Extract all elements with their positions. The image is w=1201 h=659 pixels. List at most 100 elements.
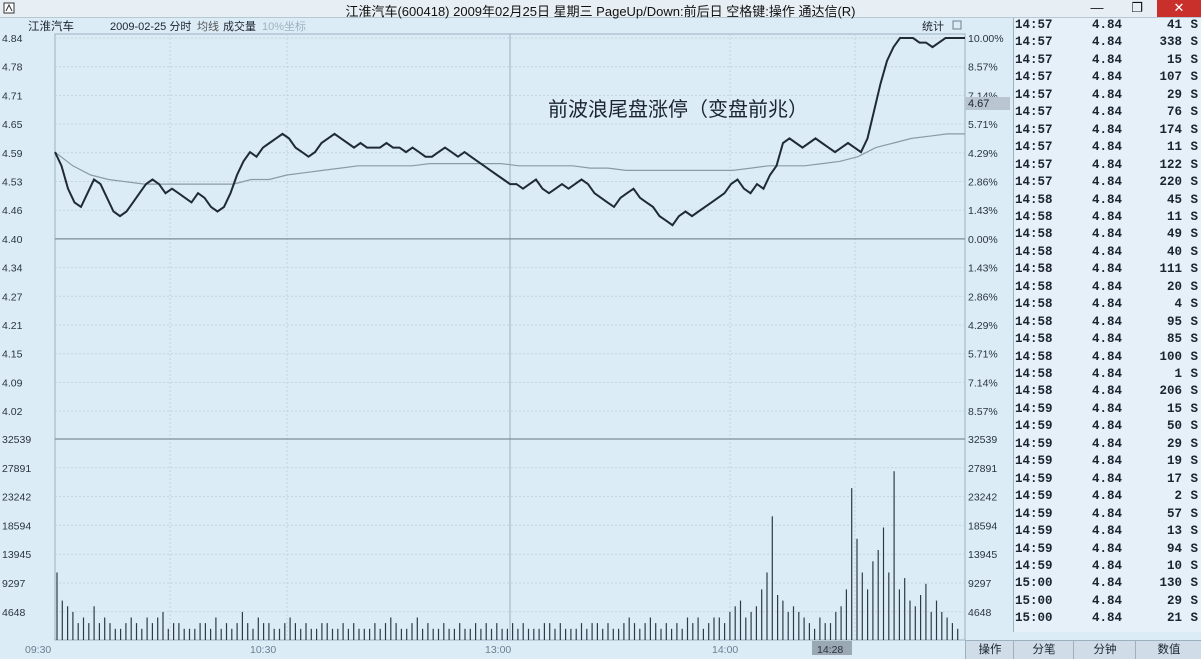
- tick-side: S: [1190, 314, 1198, 329]
- tick-price: 4.84: [1092, 297, 1123, 312]
- tick-volume: 107: [1159, 70, 1182, 85]
- tick-volume: 95: [1166, 314, 1182, 329]
- tick-side: S: [1190, 52, 1198, 67]
- tick-side: S: [1190, 175, 1198, 190]
- price-tick-label: 4.78: [2, 62, 23, 74]
- tick-price: 4.84: [1092, 524, 1123, 539]
- tick-row: 14:59 4.84 15 S: [1014, 402, 1201, 419]
- tick-price: 4.84: [1092, 332, 1123, 347]
- tick-volume: 4: [1174, 297, 1182, 312]
- price-tick-label: 4.02: [2, 406, 23, 418]
- time-tick-label: 13:00: [485, 644, 511, 656]
- tick-row: 14:58 4.84 1 S: [1014, 367, 1201, 384]
- tick-time: 14:58: [1015, 192, 1053, 207]
- coord-mode-label[interactable]: 10%坐标: [262, 19, 306, 33]
- tick-side: S: [1190, 87, 1198, 102]
- tab-1[interactable]: 分笔: [1013, 641, 1074, 659]
- tick-time: 14:59: [1015, 419, 1053, 434]
- stats-toggle-icon[interactable]: [952, 20, 962, 30]
- price-tick-label: 4.40: [2, 234, 23, 246]
- tick-price: 4.84: [1092, 122, 1123, 137]
- tick-volume: 111: [1159, 262, 1182, 277]
- tick-row: 14:58 4.84 100 S: [1014, 350, 1201, 367]
- tick-price: 4.84: [1092, 558, 1123, 573]
- tick-time: 15:00: [1015, 611, 1053, 626]
- tick-side: S: [1190, 593, 1198, 608]
- tick-volume: 29: [1166, 436, 1182, 451]
- tick-price: 4.84: [1092, 192, 1123, 207]
- volume-tick-label: 9297: [2, 578, 26, 590]
- chart-grid: [55, 34, 965, 640]
- tick-time: 14:57: [1015, 157, 1053, 172]
- tick-price: 4.84: [1092, 506, 1123, 521]
- tab-2[interactable]: 分钟: [1073, 641, 1136, 659]
- app-icon: [3, 2, 15, 14]
- tick-price: 4.84: [1092, 52, 1123, 67]
- tick-price: 4.84: [1092, 175, 1123, 190]
- percent-tick-label: 0.00%: [968, 234, 998, 246]
- tick-price: 4.84: [1092, 454, 1123, 469]
- tick-row: 14:57 4.84 338 S: [1014, 35, 1201, 52]
- tick-row: 14:57 4.84 76 S: [1014, 105, 1201, 122]
- tick-side: S: [1190, 436, 1198, 451]
- volume-tick-label: 4648: [2, 607, 26, 619]
- average-price-line: [54, 133, 965, 185]
- tick-volume: 29: [1166, 593, 1182, 608]
- tick-side: S: [1190, 279, 1198, 294]
- stats-button[interactable]: 统计: [922, 20, 944, 33]
- tick-volume: 11: [1166, 209, 1182, 224]
- percent-tick-label: 4.29%: [968, 148, 998, 160]
- tick-time: 15:00: [1015, 576, 1053, 591]
- volume-axis: 32539 32539 27891 27891 23242 23242 18594 18594…: [2, 434, 997, 619]
- tick-volume: 206: [1159, 384, 1182, 399]
- intraday-chart[interactable]: 江淮汽车 2009-02-25 分时 均线 成交量 10%坐标 统计 4.844…: [0, 18, 1013, 658]
- tick-side: S: [1190, 18, 1198, 32]
- tick-time: 14:57: [1015, 105, 1053, 120]
- tick-volume: 21: [1166, 611, 1182, 626]
- minimize-icon[interactable]: —: [1090, 0, 1104, 15]
- price-tick-label: 4.27: [2, 291, 23, 303]
- tick-volume: 57: [1166, 506, 1182, 521]
- close-icon[interactable]: ✕: [1157, 0, 1201, 17]
- tick-side: S: [1190, 105, 1198, 120]
- tab-3[interactable]: 数值: [1135, 641, 1201, 659]
- volume-tick-label: 18594: [2, 520, 31, 532]
- tick-price: 4.84: [1092, 436, 1123, 451]
- tick-time: 14:59: [1015, 506, 1053, 521]
- volume-tick-label-right: 13945: [968, 549, 997, 561]
- tick-row: 14:57 4.84 174 S: [1014, 123, 1201, 140]
- tick-row: 14:58 4.84 111 S: [1014, 262, 1201, 279]
- tick-time: 14:58: [1015, 262, 1053, 277]
- volume-label: 成交量: [223, 19, 256, 33]
- tick-row: 14:59 4.84 17 S: [1014, 472, 1201, 489]
- tick-row: 14:58 4.84 206 S: [1014, 384, 1201, 401]
- price-tick-label: 4.09: [2, 377, 23, 389]
- percent-tick-label: 8.57%: [968, 62, 998, 74]
- tick-time: 14:57: [1015, 35, 1053, 50]
- tick-side: S: [1190, 558, 1198, 573]
- tick-side: S: [1190, 611, 1198, 626]
- tick-side: S: [1190, 419, 1198, 434]
- tick-row: 14:57 4.84 11 S: [1014, 140, 1201, 157]
- price-axis: 4.84 4.78 4.71 4.65 4.59 4.53 4.46 4.40 4.34 4.27…: [2, 33, 23, 418]
- percent-tick-label: 5.71%: [968, 349, 998, 361]
- tick-time: 14:58: [1015, 367, 1053, 381]
- tick-row: 14:59 4.84 19 S: [1014, 454, 1201, 471]
- bottom-tabs: 操作 分笔 分钟 数值: [965, 640, 1201, 659]
- percent-axis: 10.00% 8.57% 7.14% 5.71% 4.29% 2.86% 1.43% 0.00…: [968, 33, 1004, 418]
- tab-0[interactable]: 操作: [965, 641, 1014, 659]
- tick-time: 14:57: [1015, 175, 1053, 190]
- tick-list[interactable]: 14:57 4.84 41 S 14:57 4.84 338 S 14:57 4.84 15 S 14:…: [1013, 18, 1201, 632]
- tick-time: 14:58: [1015, 349, 1053, 364]
- volume-tick-label-right: 23242: [968, 492, 997, 504]
- tick-row: 14:57 4.84 107 S: [1014, 70, 1201, 87]
- tick-row: 14:57 4.84 220 S: [1014, 175, 1201, 192]
- percent-tick-label: 4.29%: [968, 320, 998, 332]
- price-tick-label: 4.15: [2, 349, 23, 361]
- volume-tick-label-right: 27891: [968, 463, 997, 475]
- tick-price: 4.84: [1092, 419, 1123, 434]
- maximize-icon[interactable]: ❐: [1131, 0, 1143, 15]
- volume-tick-label-right: 4648: [968, 607, 992, 619]
- volume-tick-label-right: 32539: [968, 434, 997, 446]
- tick-price: 4.84: [1092, 314, 1123, 329]
